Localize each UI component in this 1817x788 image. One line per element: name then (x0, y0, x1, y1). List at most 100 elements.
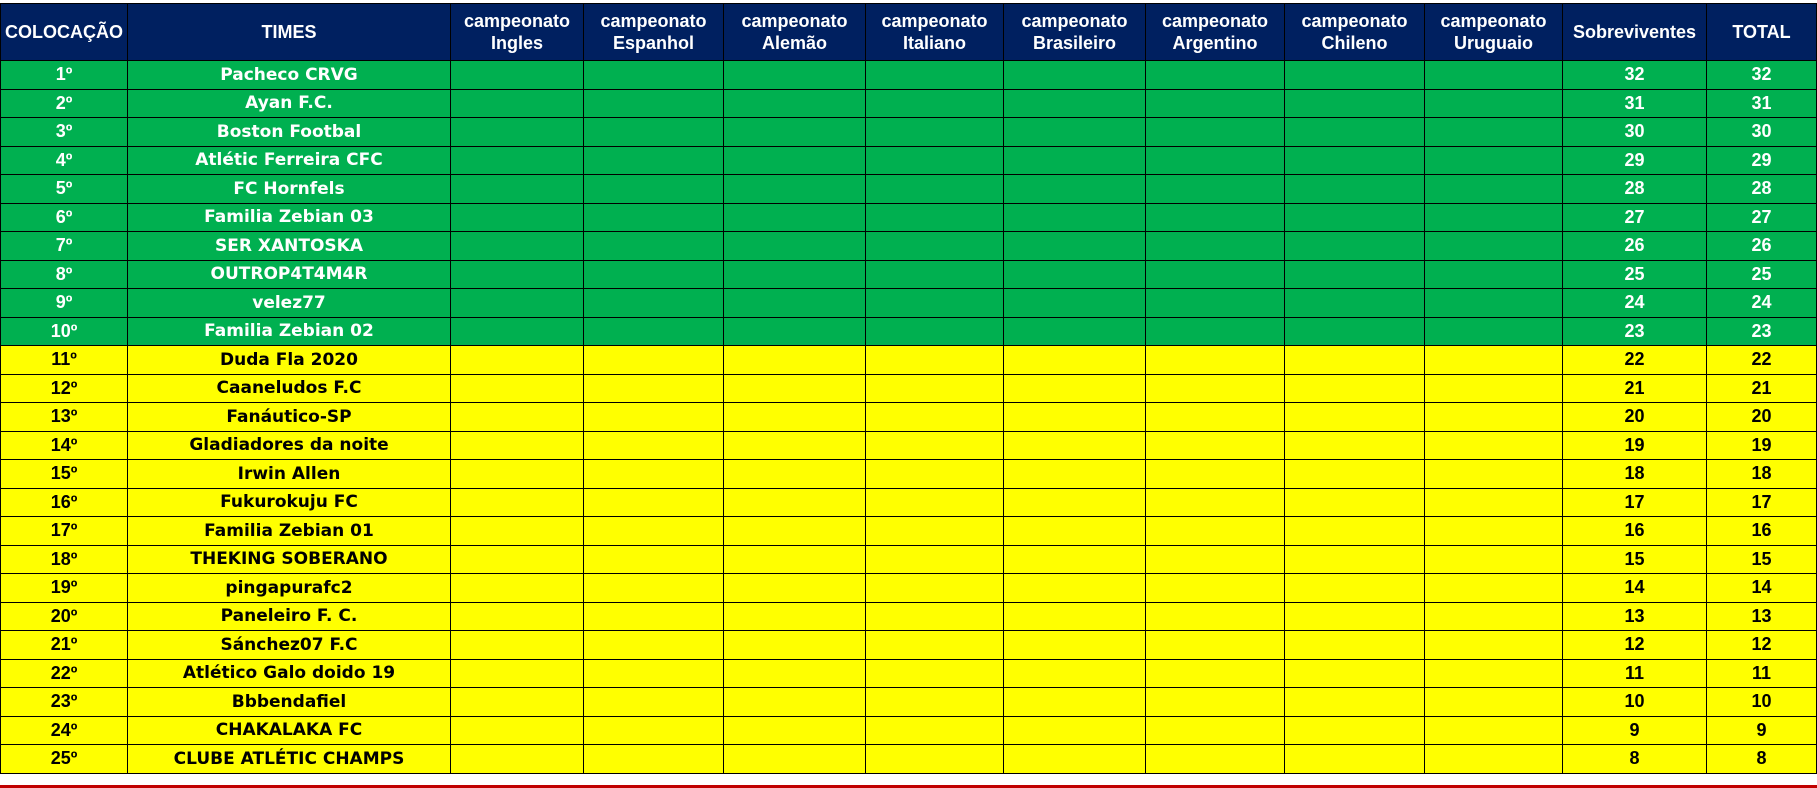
sobreviventes-cell[interactable]: 31 (1562, 88, 1707, 118)
championship-cell[interactable] (723, 174, 866, 204)
team-cell[interactable]: Familia Zebian 01 (127, 516, 451, 546)
column-header[interactable]: campeonato Alemão (723, 3, 866, 61)
position-cell[interactable]: 3º (0, 117, 128, 147)
position-cell[interactable]: 9º (0, 288, 128, 318)
total-cell[interactable]: 11 (1706, 658, 1817, 688)
championship-cell[interactable] (865, 88, 1004, 118)
championship-cell[interactable] (865, 459, 1004, 489)
championship-cell[interactable] (1003, 373, 1146, 403)
championship-cell[interactable] (1284, 402, 1425, 432)
position-cell[interactable]: 12º (0, 373, 128, 403)
championship-cell[interactable] (865, 687, 1004, 717)
team-cell[interactable]: FC Hornfels (127, 174, 451, 204)
total-cell[interactable]: 10 (1706, 687, 1817, 717)
total-cell[interactable]: 25 (1706, 259, 1817, 289)
championship-cell[interactable] (1145, 687, 1285, 717)
championship-cell[interactable] (1284, 259, 1425, 289)
championship-cell[interactable] (1424, 288, 1563, 318)
total-cell[interactable]: 29 (1706, 145, 1817, 175)
position-cell[interactable]: 4º (0, 145, 128, 175)
total-cell[interactable]: 14 (1706, 573, 1817, 603)
championship-cell[interactable] (583, 573, 724, 603)
championship-cell[interactable] (865, 231, 1004, 261)
championship-cell[interactable] (1145, 715, 1285, 745)
championship-cell[interactable] (450, 145, 584, 175)
championship-cell[interactable] (583, 60, 724, 90)
championship-cell[interactable] (1424, 316, 1563, 346)
position-cell[interactable]: 18º (0, 544, 128, 574)
championship-cell[interactable] (1284, 630, 1425, 660)
championship-cell[interactable] (865, 487, 1004, 517)
championship-cell[interactable] (723, 60, 866, 90)
column-header[interactable]: campeonato Espanhol (583, 3, 724, 61)
championship-cell[interactable] (1003, 658, 1146, 688)
position-cell[interactable]: 11º (0, 345, 128, 375)
championship-cell[interactable] (1284, 316, 1425, 346)
championship-cell[interactable] (1145, 373, 1285, 403)
championship-cell[interactable] (1003, 744, 1146, 774)
total-cell[interactable]: 21 (1706, 373, 1817, 403)
championship-cell[interactable] (1145, 658, 1285, 688)
team-cell[interactable]: pingapurafc2 (127, 573, 451, 603)
position-cell[interactable]: 20º (0, 601, 128, 631)
championship-cell[interactable] (865, 174, 1004, 204)
championship-cell[interactable] (450, 430, 584, 460)
championship-cell[interactable] (450, 88, 584, 118)
sobreviventes-cell[interactable]: 15 (1562, 544, 1707, 574)
championship-cell[interactable] (723, 288, 866, 318)
championship-cell[interactable] (1003, 516, 1146, 546)
sobreviventes-cell[interactable]: 26 (1562, 231, 1707, 261)
team-cell[interactable]: SER XANTOSKA (127, 231, 451, 261)
position-cell[interactable]: 14º (0, 430, 128, 460)
position-cell[interactable]: 21º (0, 630, 128, 660)
championship-cell[interactable] (1003, 316, 1146, 346)
column-header[interactable]: campeonato Ingles (450, 3, 584, 61)
team-cell[interactable]: Irwin Allen (127, 459, 451, 489)
championship-cell[interactable] (865, 630, 1004, 660)
championship-cell[interactable] (1284, 687, 1425, 717)
championship-cell[interactable] (583, 402, 724, 432)
championship-cell[interactable] (723, 373, 866, 403)
total-cell[interactable]: 13 (1706, 601, 1817, 631)
championship-cell[interactable] (1284, 601, 1425, 631)
championship-cell[interactable] (1145, 345, 1285, 375)
column-header[interactable]: TOTAL (1706, 3, 1817, 61)
championship-cell[interactable] (865, 430, 1004, 460)
championship-cell[interactable] (1424, 601, 1563, 631)
total-cell[interactable]: 32 (1706, 60, 1817, 90)
position-cell[interactable]: 23º (0, 687, 128, 717)
championship-cell[interactable] (1424, 202, 1563, 232)
championship-cell[interactable] (450, 60, 584, 90)
championship-cell[interactable] (1145, 231, 1285, 261)
championship-cell[interactable] (1145, 60, 1285, 90)
championship-cell[interactable] (583, 601, 724, 631)
championship-cell[interactable] (1424, 630, 1563, 660)
championship-cell[interactable] (723, 402, 866, 432)
championship-cell[interactable] (865, 658, 1004, 688)
position-cell[interactable]: 7º (0, 231, 128, 261)
championship-cell[interactable] (723, 601, 866, 631)
position-cell[interactable]: 17º (0, 516, 128, 546)
championship-cell[interactable] (583, 288, 724, 318)
championship-cell[interactable] (583, 345, 724, 375)
championship-cell[interactable] (865, 715, 1004, 745)
championship-cell[interactable] (865, 60, 1004, 90)
column-header[interactable]: campeonato Chileno (1284, 3, 1425, 61)
total-cell[interactable]: 22 (1706, 345, 1817, 375)
championship-cell[interactable] (450, 516, 584, 546)
position-cell[interactable]: 1º (0, 60, 128, 90)
column-header[interactable]: Sobreviventes (1562, 3, 1707, 61)
team-cell[interactable]: Sánchez07 F.C (127, 630, 451, 660)
total-cell[interactable]: 19 (1706, 430, 1817, 460)
team-cell[interactable]: Fukurokuju FC (127, 487, 451, 517)
championship-cell[interactable] (1145, 402, 1285, 432)
position-cell[interactable]: 16º (0, 487, 128, 517)
team-cell[interactable]: Atlético Galo doido 19 (127, 658, 451, 688)
championship-cell[interactable] (1003, 573, 1146, 603)
championship-cell[interactable] (865, 573, 1004, 603)
championship-cell[interactable] (1003, 174, 1146, 204)
championship-cell[interactable] (1424, 402, 1563, 432)
team-cell[interactable]: Duda Fla 2020 (127, 345, 451, 375)
position-cell[interactable]: 2º (0, 88, 128, 118)
championship-cell[interactable] (450, 288, 584, 318)
